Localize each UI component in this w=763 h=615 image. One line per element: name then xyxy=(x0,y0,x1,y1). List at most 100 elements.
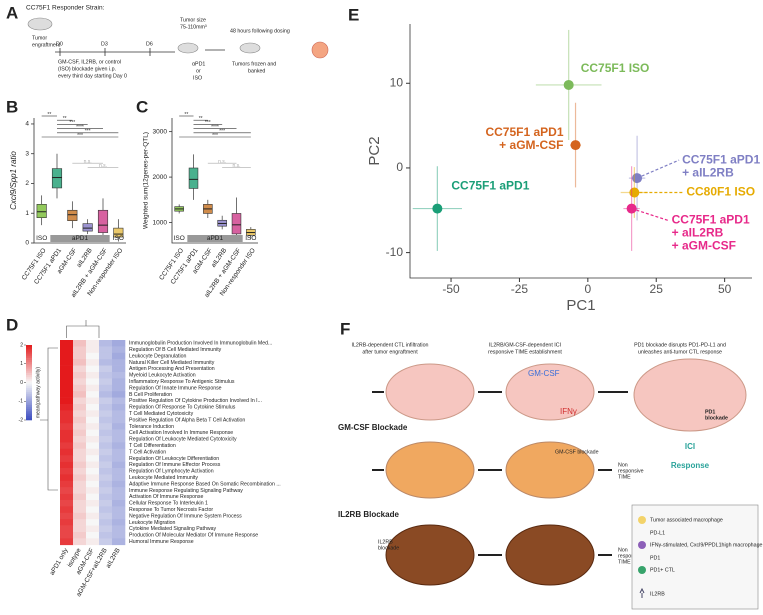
nonresp: TIME xyxy=(618,559,631,565)
heat-cell xyxy=(112,455,126,462)
row-label: GM-CSF Blockade xyxy=(338,423,408,432)
heat-cell xyxy=(60,506,74,514)
legend-text: Tumor associated macrophage xyxy=(650,517,723,523)
sig-label: **** xyxy=(76,124,84,130)
row-label: Regulation Of Lymphocyte Activation xyxy=(129,469,214,475)
panel-letter: F xyxy=(340,319,350,338)
day-label: D0 xyxy=(56,41,63,47)
point-label: CC75F1 aPD1 xyxy=(682,152,760,166)
response-label: ICI xyxy=(685,442,695,451)
heat-cell xyxy=(86,404,100,411)
heat-cell xyxy=(73,461,87,469)
colorbar-step xyxy=(26,375,32,378)
box xyxy=(231,213,242,235)
blockade-tag: IL2RB xyxy=(378,539,393,545)
heat-cell xyxy=(60,512,74,520)
box xyxy=(188,167,199,189)
ifng-label: IFNγ xyxy=(560,407,577,416)
heat-cell xyxy=(86,525,100,533)
heat-cell xyxy=(86,455,100,462)
heat-cell xyxy=(60,391,74,398)
row-label: Regulation Of Leukocyte Differentiation xyxy=(129,456,219,462)
colorbar-step xyxy=(26,363,32,366)
stage-header: PD1 blockade disrupts PD1-PD-L1 and xyxy=(634,342,726,348)
heat-cell xyxy=(73,455,87,462)
colorbar-tick-label: 2 xyxy=(20,342,23,348)
heat-cell xyxy=(99,506,113,514)
heat-cell xyxy=(60,372,74,379)
heat-cell xyxy=(112,384,126,392)
panel-letter: C xyxy=(136,97,148,116)
heat-cell xyxy=(99,474,113,482)
dendrogram xyxy=(66,320,100,338)
heat-cell xyxy=(112,436,126,443)
box xyxy=(82,223,93,232)
colorbar-step xyxy=(26,391,32,395)
strain-title: CC75F1 Responder Strain: xyxy=(26,5,105,12)
heat-cell xyxy=(86,346,100,354)
heat-cell xyxy=(86,416,100,424)
group-label: ISO xyxy=(36,235,47,242)
heat-cell xyxy=(60,448,74,456)
heat-cell xyxy=(73,480,87,488)
heat-cell xyxy=(112,410,126,418)
heat-cell xyxy=(99,436,113,443)
heat-cell xyxy=(99,519,113,526)
legend-text: PD1 xyxy=(650,555,660,561)
heat-cell xyxy=(112,538,126,546)
heat-cell xyxy=(86,384,100,392)
tumor-icon xyxy=(311,41,329,59)
colorbar-step xyxy=(26,367,32,370)
sig-label: ** xyxy=(184,112,188,118)
nonresp: Non xyxy=(618,547,628,553)
heat-cell xyxy=(73,397,87,405)
heat-cell xyxy=(73,448,87,456)
colorbar-step xyxy=(26,369,32,372)
sig-label: n.s. xyxy=(232,163,240,169)
col-label: aPD1 only xyxy=(49,547,70,577)
treatment-text: GM-CSF, IL2RB, or control xyxy=(58,59,121,65)
heat-cell xyxy=(99,384,113,392)
heat-cell xyxy=(99,346,113,354)
y-tick-label: 10 xyxy=(390,75,404,89)
point-label: + aIL2RB xyxy=(682,165,734,179)
y-tick-label: 4 xyxy=(25,121,29,128)
row-label: Leukocyte Mediated Immunity xyxy=(129,475,198,481)
heat-cell xyxy=(86,468,100,475)
heat-cell xyxy=(86,397,100,405)
colorbar-tick-label: 0 xyxy=(20,380,23,386)
x-tick-label: 0 xyxy=(584,282,591,296)
y-tick-label: 1000 xyxy=(153,219,168,226)
colorbar-step xyxy=(26,384,32,387)
heat-cell xyxy=(99,461,113,469)
x-tick-label: 25 xyxy=(650,282,664,296)
mouse-icon xyxy=(27,17,53,31)
colorbar-tick-label: 1 xyxy=(20,361,23,367)
heat-cell xyxy=(86,442,100,450)
heat-cell xyxy=(112,404,126,411)
colorbar-step xyxy=(26,403,32,406)
x-tick-label: 50 xyxy=(718,282,732,296)
colorbar-tick-label: -2 xyxy=(19,417,24,423)
heat-cell xyxy=(73,442,87,450)
heat-cell xyxy=(99,340,113,347)
blockade-tag: GM-CSF blockade xyxy=(555,449,599,455)
colorbar-step xyxy=(26,378,32,381)
heat-cell xyxy=(112,416,126,424)
heat-cell xyxy=(73,493,87,501)
banked-text: banked xyxy=(248,68,265,74)
heat-cell xyxy=(73,359,87,366)
heat-cell xyxy=(60,525,74,533)
sig-label: *** xyxy=(205,120,211,126)
sig-label: ** xyxy=(47,112,51,118)
heat-cell xyxy=(112,474,126,482)
heat-cell xyxy=(99,423,113,430)
heat-cell xyxy=(112,372,126,379)
heat-cell xyxy=(99,500,113,507)
heat-cell xyxy=(112,365,126,373)
heat-cell xyxy=(60,352,74,360)
box xyxy=(113,227,124,238)
heat-cell xyxy=(60,416,74,424)
y-axis-label: Cxcl9/Spp1 ratio xyxy=(9,151,18,210)
legend-text: IL2RB xyxy=(650,591,665,597)
